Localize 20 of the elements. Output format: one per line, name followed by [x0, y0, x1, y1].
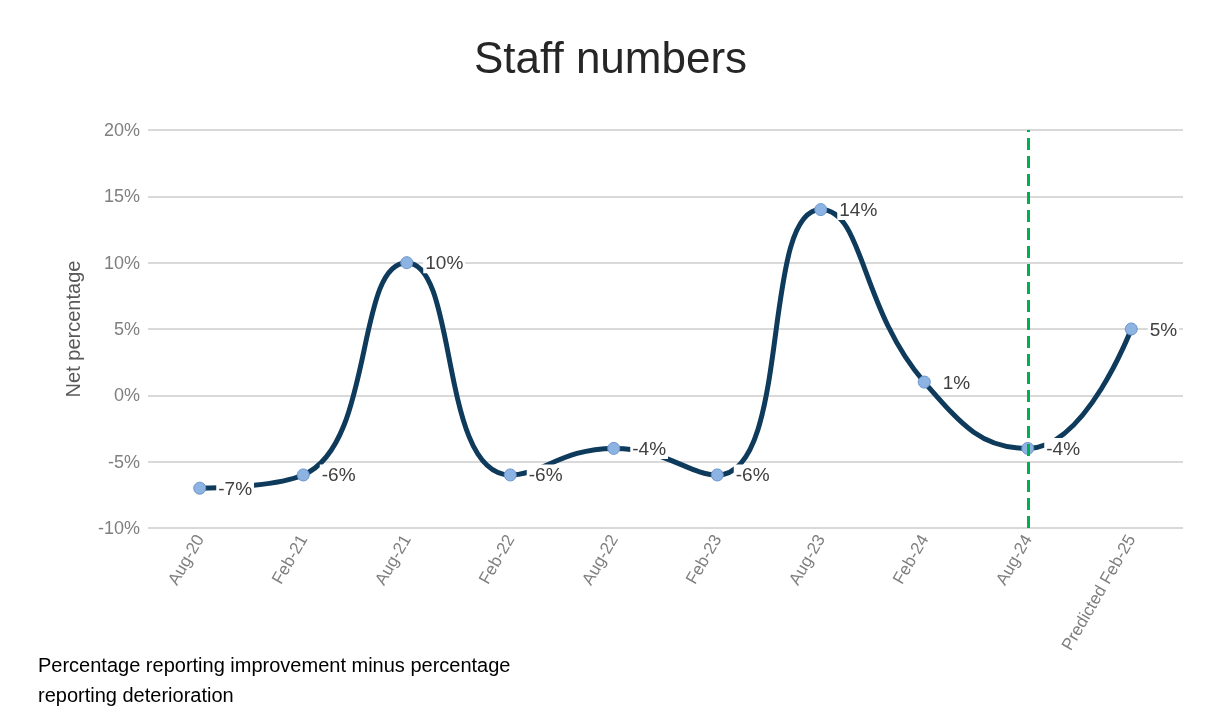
- chart-title: Staff numbers: [473, 32, 748, 82]
- y-tick-label: 0%: [113, 385, 140, 406]
- data-label: 1%: [942, 371, 971, 393]
- text: Percentage reporting improvement minus percentage reporting deterioration: [38, 654, 517, 706]
- data-label: 14%: [839, 199, 878, 221]
- data-label: -4%: [632, 437, 667, 459]
- data-label: -6%: [528, 464, 563, 486]
- y-tick-label: -5%: [107, 451, 140, 472]
- data-label: -4%: [1046, 437, 1081, 459]
- y-tick-label: 15%: [103, 186, 140, 207]
- data-label: 10%: [425, 252, 464, 274]
- data-label: -6%: [735, 464, 770, 486]
- y-tick-label: -10%: [97, 518, 140, 538]
- y-tick-label: 10%: [103, 252, 140, 273]
- y-axis-title: Net percentage: [62, 260, 84, 398]
- y-tick-label: 5%: [113, 319, 140, 339]
- data-label: 5%: [1149, 318, 1178, 340]
- y-tick-label: 20%: [103, 120, 140, 140]
- data-label: -7%: [218, 477, 253, 499]
- data-label: -6%: [321, 464, 356, 486]
